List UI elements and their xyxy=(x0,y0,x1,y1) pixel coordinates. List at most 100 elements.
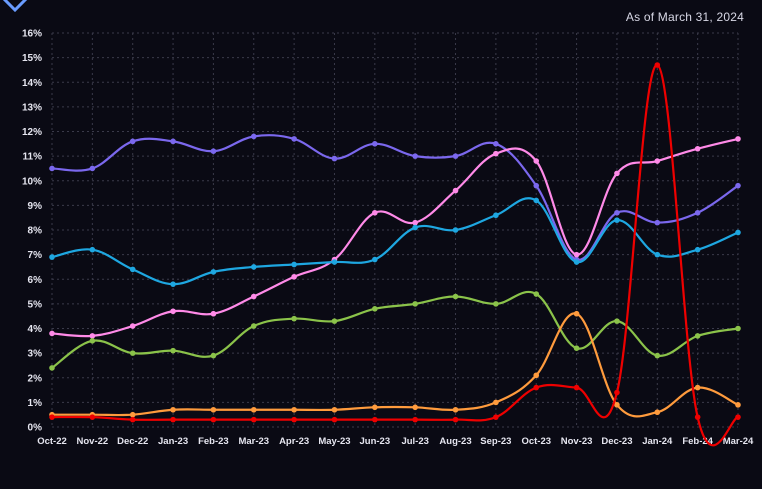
data-point xyxy=(89,414,96,420)
y-tick-label: 3% xyxy=(28,349,43,360)
data-point xyxy=(573,310,580,317)
y-tick-label: 0% xyxy=(28,423,43,434)
x-tick-label: Aug-23 xyxy=(439,436,471,447)
data-point xyxy=(89,165,96,172)
data-point xyxy=(89,338,96,344)
logo-icon xyxy=(2,0,28,12)
data-point xyxy=(735,136,741,142)
y-tick-label: 5% xyxy=(28,299,43,310)
y-tick-label: 2% xyxy=(28,373,43,384)
data-point xyxy=(129,266,136,273)
series-1 xyxy=(49,133,741,263)
data-point xyxy=(331,318,338,324)
data-point xyxy=(331,155,338,162)
data-point xyxy=(533,158,540,164)
data-point xyxy=(129,350,136,356)
data-point xyxy=(452,187,459,194)
data-point xyxy=(250,133,257,140)
data-point xyxy=(735,229,741,236)
series-4 xyxy=(49,291,741,371)
data-point xyxy=(412,219,418,226)
x-tick-label: Dec-22 xyxy=(117,436,148,447)
data-point xyxy=(210,406,217,413)
as-of-date: As of March 31, 2024 xyxy=(625,10,744,24)
data-point xyxy=(654,219,661,226)
data-point xyxy=(372,404,378,411)
data-point xyxy=(412,301,418,307)
data-point xyxy=(129,411,136,418)
data-point xyxy=(452,153,459,159)
x-tick-label: May-23 xyxy=(318,436,350,447)
x-tick-label: Mar-23 xyxy=(238,436,269,447)
data-point xyxy=(533,384,540,391)
data-point xyxy=(250,416,257,423)
data-point xyxy=(412,404,418,411)
data-point xyxy=(533,197,540,204)
y-tick-label: 14% xyxy=(22,78,42,89)
x-tick-label: Jun-23 xyxy=(360,436,391,447)
series-5 xyxy=(49,310,741,418)
data-point xyxy=(412,224,418,231)
data-point xyxy=(654,62,661,68)
data-point xyxy=(250,323,257,329)
data-point xyxy=(129,323,136,329)
data-point xyxy=(573,384,580,391)
data-point xyxy=(89,246,96,253)
data-point xyxy=(372,256,378,263)
x-tick-label: Jul-23 xyxy=(401,436,428,447)
y-tick-label: 10% xyxy=(22,176,42,187)
series-2 xyxy=(49,136,741,339)
data-point xyxy=(735,414,741,420)
data-point xyxy=(573,345,580,352)
data-point xyxy=(614,402,620,408)
data-point xyxy=(291,136,297,142)
data-point xyxy=(412,416,418,423)
data-point xyxy=(372,141,378,147)
y-tick-label: 6% xyxy=(28,275,43,286)
x-tick-label: Feb-24 xyxy=(682,436,713,447)
data-point xyxy=(493,414,499,420)
y-tick-label: 12% xyxy=(22,127,42,138)
y-tick-label: 8% xyxy=(28,226,43,237)
data-point xyxy=(170,308,176,315)
data-point xyxy=(129,138,136,145)
data-point xyxy=(735,402,741,408)
x-tick-label: Feb-23 xyxy=(198,436,229,447)
series-line xyxy=(51,291,739,369)
data-point xyxy=(533,372,540,379)
y-tick-label: 13% xyxy=(22,102,42,113)
data-point xyxy=(694,145,701,152)
data-point xyxy=(210,269,217,275)
data-point xyxy=(372,416,378,423)
data-point xyxy=(614,217,620,223)
data-point xyxy=(493,212,499,219)
grid: 0% 1% 2% 3% 4% 5% 6% 7% 8% 9% 10% 11% 12% 13% 14% 15% 16… xyxy=(22,29,754,448)
y-tick-label: 4% xyxy=(28,324,43,335)
y-tick-label: 15% xyxy=(22,53,42,64)
data-point xyxy=(170,281,176,287)
data-point xyxy=(170,416,176,423)
data-point xyxy=(573,251,580,258)
data-point xyxy=(694,414,701,420)
data-point xyxy=(654,352,661,359)
data-point xyxy=(654,158,661,164)
data-point xyxy=(573,259,580,265)
data-point xyxy=(291,273,297,280)
data-point xyxy=(210,310,217,317)
data-point xyxy=(250,406,257,413)
y-tick-label: 9% xyxy=(28,201,43,212)
data-point xyxy=(49,414,55,420)
data-point xyxy=(372,209,378,216)
data-point xyxy=(291,416,297,423)
data-point xyxy=(493,141,499,147)
y-tick-label: 7% xyxy=(28,250,43,261)
y-tick-label: 11% xyxy=(23,152,43,163)
data-point xyxy=(331,406,338,413)
data-point xyxy=(210,352,217,359)
series-6 xyxy=(49,62,741,447)
y-tick-label: 1% xyxy=(28,398,43,409)
x-tick-label: Oct-23 xyxy=(521,436,551,447)
data-point xyxy=(210,416,217,423)
